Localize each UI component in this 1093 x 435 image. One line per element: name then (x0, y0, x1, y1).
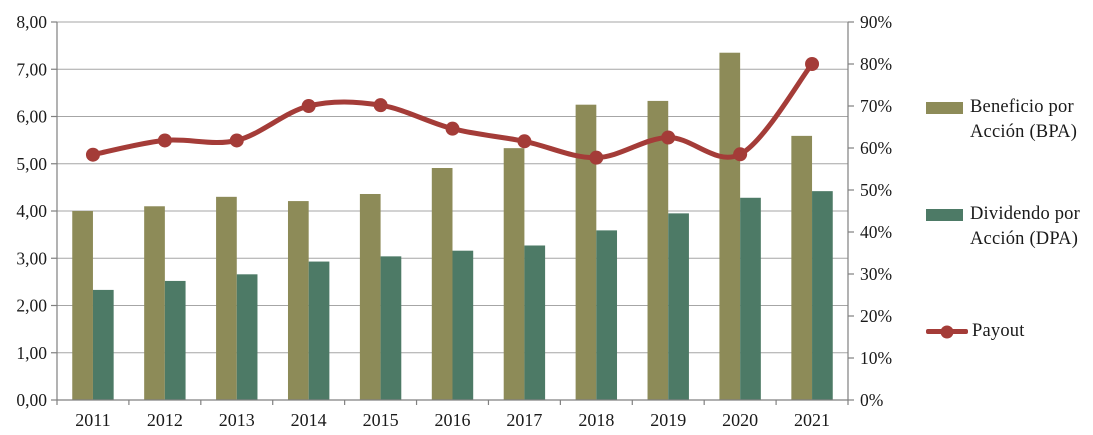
x-tick-label: 2015 (363, 410, 399, 430)
y-left-tick-label: 1,00 (16, 343, 47, 363)
bpa-bar-2013 (216, 196, 237, 400)
x-tick-label: 2013 (219, 410, 255, 430)
dpa-bar-2012 (164, 280, 186, 400)
dpa-bar-2019 (668, 213, 689, 400)
bpa-bar-2019 (647, 100, 669, 400)
payout-marker-2016 (445, 121, 460, 136)
dpa-bar-2021 (812, 191, 833, 400)
legend-label-bpa: Beneficio por Acción (BPA) (970, 97, 1078, 142)
payout-marker-2013 (229, 133, 244, 148)
y-left-tick-label: 3,00 (16, 248, 47, 268)
bpa-bar-2020 (719, 52, 741, 401)
y-left-tick-label: 2,00 (16, 296, 47, 316)
y-left-tick-label: 0,00 (16, 390, 47, 410)
payout-marker-2021 (805, 57, 820, 71)
dpa-bar-2017 (524, 245, 546, 400)
bpa-bar-2012 (144, 206, 165, 400)
payout-dot-icon (940, 325, 954, 338)
y-left-tick-label: 5,00 (16, 154, 47, 174)
bpa-bar-2015 (359, 193, 381, 400)
y-right-tick-label: 20% (860, 306, 892, 326)
y-left-tick-label: 6,00 (16, 107, 47, 127)
payout-marker-2014 (301, 99, 316, 113)
legend-item-dpa: Dividendo por Acción (DPA) (926, 202, 1093, 252)
payout-marker-2020 (733, 147, 748, 162)
dpa-bar-2015 (380, 256, 402, 400)
bpa-bar-2021 (791, 135, 813, 400)
payout-marker-2017 (517, 134, 532, 149)
dpa-bar-2014 (308, 261, 330, 400)
bpa-bar-2011 (72, 211, 93, 400)
x-tick-label: 2012 (147, 410, 183, 430)
chart-legend: Beneficio por Acción (BPA) Dividendo por… (921, 0, 1093, 435)
x-tick-label: 2014 (291, 410, 327, 430)
bpa-bar-2018 (575, 104, 597, 400)
dpa-bar-2011 (92, 289, 114, 400)
x-tick-label: 2021 (794, 410, 830, 430)
x-tick-label: 2018 (578, 410, 614, 430)
payout-marker-2012 (157, 133, 172, 148)
y-right-tick-label: 90% (860, 12, 892, 32)
payout-marker-2011 (85, 147, 100, 162)
legend-item-bpa: Beneficio por Acción (BPA) (926, 95, 1093, 145)
x-tick-label: 2016 (435, 410, 471, 430)
y-right-tick-label: 50% (860, 180, 892, 200)
dpa-bar-2013 (236, 274, 258, 400)
bpa-swatch-icon (926, 102, 963, 114)
dpa-swatch-icon (926, 209, 963, 221)
dpa-bar-2020 (740, 197, 761, 400)
y-right-tick-label: 80% (860, 54, 892, 74)
y-right-tick-label: 10% (860, 348, 892, 368)
legend-item-payout: Payout (926, 319, 1025, 344)
bpa-bar-2014 (287, 201, 309, 400)
payout-marker-2015 (373, 98, 388, 113)
payout-line-icon (926, 325, 968, 338)
x-tick-label: 2019 (650, 410, 686, 430)
legend-label-dpa: Dividendo por Acción (DPA) (970, 204, 1080, 249)
bpa-bar-2016 (431, 168, 453, 400)
payout-marker-2019 (661, 130, 676, 145)
y-right-tick-label: 70% (860, 96, 892, 116)
x-tick-label: 2017 (506, 410, 542, 430)
y-left-tick-label: 4,00 (16, 201, 47, 221)
x-tick-label: 2011 (75, 410, 110, 430)
y-right-tick-label: 60% (860, 138, 892, 158)
y-left-tick-label: 7,00 (16, 59, 47, 79)
y-right-tick-label: 0% (860, 390, 883, 410)
dpa-bar-2018 (596, 230, 618, 400)
payout-line (90, 61, 815, 161)
y-left-tick-label: 8,00 (16, 12, 47, 32)
y-right-tick-label: 30% (860, 264, 892, 284)
payout-marker-2018 (589, 150, 604, 165)
dpa-bar-2016 (452, 250, 474, 400)
y-right-tick-label: 40% (860, 222, 892, 242)
legend-label-payout: Payout (972, 321, 1025, 341)
x-tick-label: 2020 (722, 410, 758, 430)
bpa-bar-2017 (503, 148, 525, 400)
